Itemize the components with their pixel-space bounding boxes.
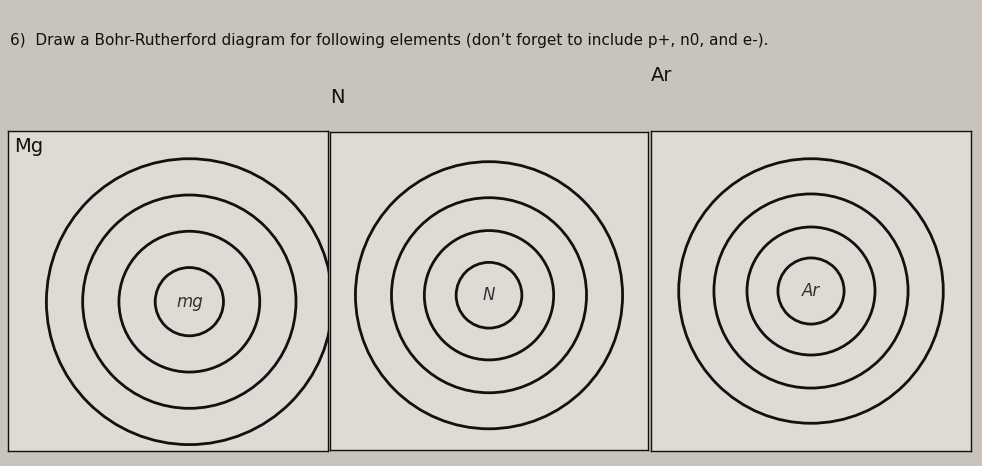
Text: N: N: [483, 286, 495, 304]
Text: N: N: [330, 88, 345, 107]
Text: Mg: Mg: [15, 137, 43, 157]
Text: Ar: Ar: [802, 282, 820, 300]
Text: Ar: Ar: [651, 66, 673, 85]
Text: 6)  Draw a Bohr-Rutherford diagram for following elements (don’t forget to inclu: 6) Draw a Bohr-Rutherford diagram for fo…: [10, 33, 768, 48]
Text: mg: mg: [176, 293, 202, 311]
